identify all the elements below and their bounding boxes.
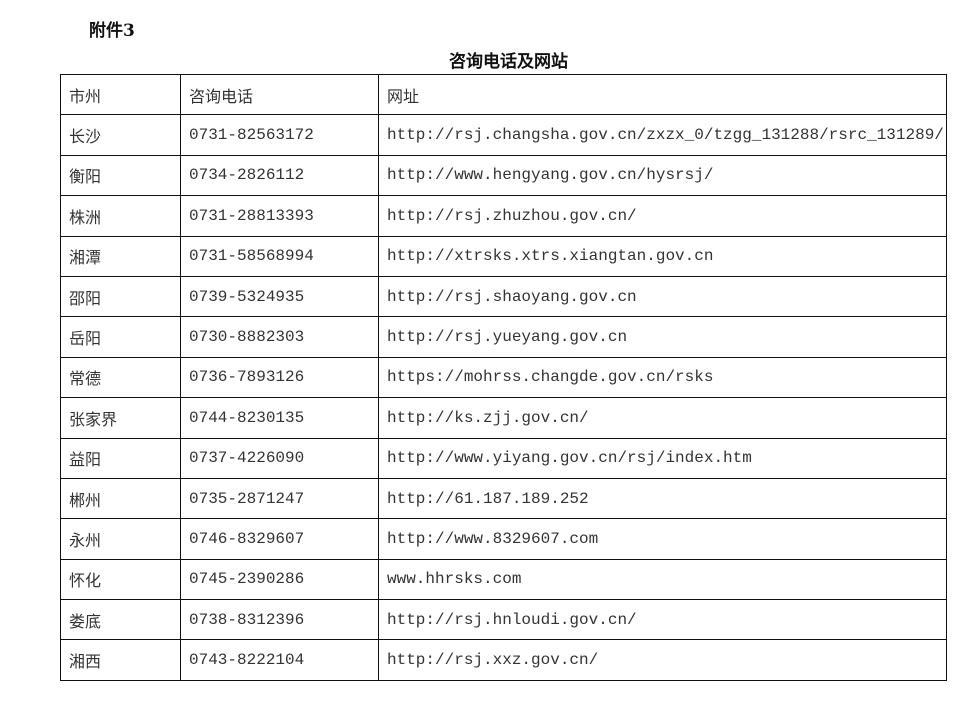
header-phone: 咨询电话 [180,73,379,116]
phone-cell: 0743-8222104 [180,639,379,681]
city-cell: 湘西 [60,639,181,681]
table-row: 张家界 0744-8230135 http://ks.zjj.gov.cn/ [60,397,947,439]
table-row: 湘西 0743-8222104 http://rsj.xxz.gov.cn/ [60,639,947,681]
website-cell[interactable]: http://rsj.yueyang.gov.cn [378,316,947,358]
city-cell: 娄底 [60,599,181,641]
phone-cell: 0731-82563172 [180,114,379,156]
website-cell[interactable]: http://rsj.changsha.gov.cn/zxzx_0/tzgg_1… [378,114,947,156]
header-city: 市州 [60,73,181,116]
city-cell: 株洲 [60,195,181,237]
website-cell[interactable]: http://rsj.shaoyang.gov.cn [378,275,947,318]
website-cell[interactable]: http://ks.zjj.gov.cn/ [378,397,947,439]
phone-cell: 0731-58568994 [180,235,379,277]
city-cell: 永州 [60,518,181,560]
phone-cell: 0739-5324935 [180,275,379,318]
phone-cell: 0734-2826112 [180,154,379,197]
website-cell[interactable]: http://rsj.hnloudi.gov.cn/ [378,599,947,641]
city-cell: 长沙 [60,114,181,156]
phone-cell: 0735-2871247 [180,477,379,520]
table-row: 常德 0736-7893126 https://mohrss.changde.gov… [60,356,947,399]
city-cell: 怀化 [60,558,181,601]
website-cell[interactable]: http://rsj.zhuzhou.gov.cn/ [378,195,947,237]
website-cell[interactable]: https://mohrss.changde.gov.cn/rsks [378,356,947,399]
city-cell: 邵阳 [60,275,181,318]
website-cell[interactable]: http://rsj.xxz.gov.cn/ [378,639,947,681]
website-cell[interactable]: www.hhrsks.com [378,558,947,601]
city-cell: 张家界 [60,397,181,439]
city-cell: 湘潭 [60,235,181,277]
table-row: 益阳 0737-4226090 http://www.yiyang.gov.cn/r… [60,437,947,479]
city-cell: 郴州 [60,477,181,520]
table-header-row: 市州 咨询电话 网址 [60,73,947,116]
phone-cell: 0737-4226090 [180,437,379,479]
website-cell[interactable]: http://61.187.189.252 [378,477,947,520]
phone-cell: 0736-7893126 [180,356,379,399]
table-row: 岳阳 0730-8882303 http://rsj.yueyang.gov.cn [60,316,947,358]
table-row: 郴州 0735-2871247 http://61.187.189.252 [60,477,947,520]
city-cell: 衡阳 [60,154,181,197]
header-website: 网址 [378,73,947,116]
phone-cell: 0738-8312396 [180,599,379,641]
website-cell[interactable]: http://xtrsks.xtrs.xiangtan.gov.cn [378,235,947,277]
phone-cell: 0745-2390286 [180,558,379,601]
contact-table: 市州 咨询电话 网址 长沙 0731-82563172 http://rsj.cha… [60,73,947,681]
phone-cell: 0744-8230135 [180,397,379,439]
website-cell[interactable]: http://www.yiyang.gov.cn/rsj/index.htm [378,437,947,479]
annex-label: 附件3 [89,21,135,41]
table-row: 怀化 0745-2390286 www.hhrsks.com [60,558,947,601]
table-row: 邵阳 0739-5324935 http://rsj.shaoyang.gov.cn [60,275,947,318]
phone-cell: 0730-8882303 [180,316,379,358]
table-row: 湘潭 0731-58568994 http://xtrsks.xtrs.xiangt… [60,235,947,277]
table-row: 株洲 0731-28813393 http://rsj.zhuzhou.gov.cn… [60,195,947,237]
table-row: 娄底 0738-8312396 http://rsj.hnloudi.gov.cn/ [60,599,947,641]
website-cell[interactable]: http://www.8329607.com [378,518,947,560]
city-cell: 岳阳 [60,316,181,358]
table-row: 永州 0746-8329607 http://www.8329607.com [60,518,947,560]
table-row: 衡阳 0734-2826112 http://www.hengyang.gov.cn… [60,154,947,197]
table-row: 长沙 0731-82563172 http://rsj.changsha.gov.c… [60,114,947,156]
page-title: 咨询电话及网站 [449,52,568,72]
city-cell: 益阳 [60,437,181,479]
phone-cell: 0731-28813393 [180,195,379,237]
phone-cell: 0746-8329607 [180,518,379,560]
website-cell[interactable]: http://www.hengyang.gov.cn/hysrsj/ [378,154,947,197]
city-cell: 常德 [60,356,181,399]
